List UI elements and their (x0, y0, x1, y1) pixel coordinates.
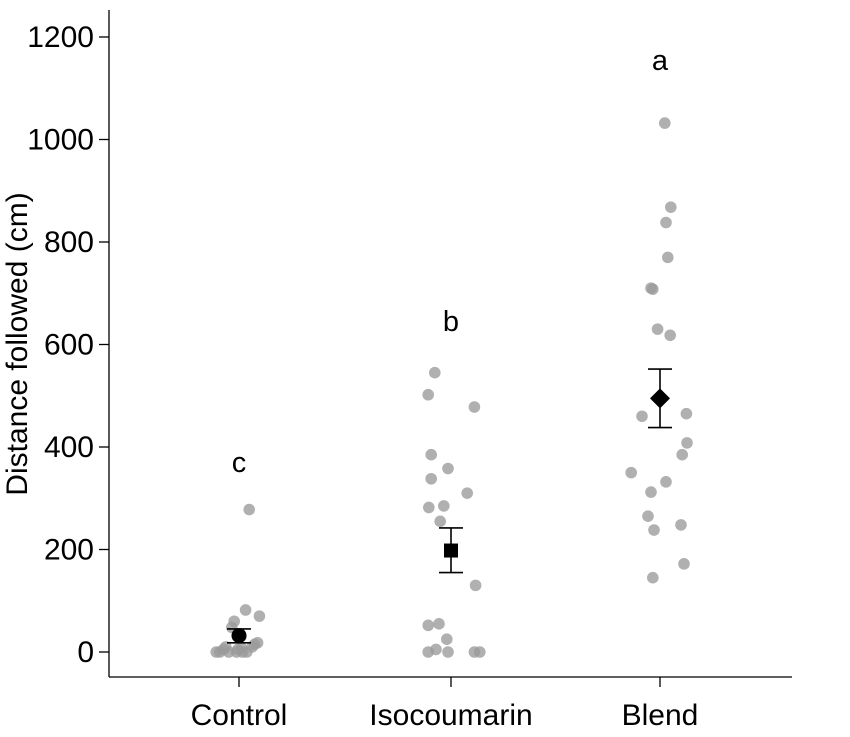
data-point (645, 486, 657, 498)
data-point (474, 646, 486, 658)
significance-letter: b (443, 306, 459, 338)
data-point (660, 216, 672, 229)
significance-letter: c (232, 447, 247, 479)
data-point (664, 329, 676, 342)
data-point (442, 462, 454, 475)
x-tick-label: Isocoumarin (369, 699, 532, 732)
y-tick-label: 800 (44, 226, 94, 259)
data-point (647, 283, 659, 295)
data-point (422, 619, 435, 632)
data-point (441, 633, 453, 645)
data-point (642, 510, 654, 522)
y-tick-label: 600 (44, 329, 94, 362)
y-tick-label: 1200 (27, 21, 94, 54)
y-tick-label: 400 (44, 431, 94, 464)
data-point (660, 476, 672, 488)
data-point (461, 487, 474, 499)
data-point (423, 501, 435, 514)
data-point (651, 323, 664, 335)
mean-marker (444, 543, 458, 558)
data-point (468, 401, 481, 413)
data-point (662, 251, 674, 264)
x-ticks: Control Isocoumarin Blend (191, 677, 699, 732)
data-point (681, 437, 693, 449)
data-point (433, 618, 445, 630)
data-point (243, 503, 255, 516)
y-ticks: 0 200 400 600 800 1000 1200 (27, 21, 109, 669)
data-point (251, 636, 264, 649)
significance-letter: a (652, 45, 669, 77)
data-point (665, 201, 677, 213)
data-point (676, 448, 688, 461)
data-point (239, 604, 252, 616)
x-tick-label: Control (191, 699, 288, 732)
y-tick-label: 1000 (27, 124, 94, 157)
significance-letters: c b a (232, 45, 669, 479)
data-point (469, 579, 482, 592)
y-tick-label: 0 (77, 636, 94, 669)
mean-marker (650, 388, 670, 409)
data-point (434, 515, 447, 528)
data-point (228, 615, 240, 628)
data-point (647, 571, 659, 584)
data-point (430, 643, 442, 656)
data-point (429, 366, 441, 379)
mean-error-bars (227, 368, 672, 644)
y-tick-label: 200 (44, 534, 94, 567)
data-point (636, 410, 648, 423)
data-point (659, 117, 671, 129)
data-point (648, 524, 660, 536)
data-point (442, 646, 454, 658)
y-axis-title: Distance followed (cm) (1, 192, 34, 495)
data-point (678, 558, 690, 570)
data-point (425, 472, 438, 485)
data-point (675, 519, 687, 531)
data-point (438, 500, 450, 512)
axes (108, 10, 792, 678)
data-point (425, 448, 438, 461)
data-points (210, 117, 693, 658)
data-point (422, 388, 435, 401)
data-point (253, 610, 266, 622)
data-point (625, 466, 637, 479)
x-tick-label: Blend (622, 699, 699, 732)
data-point (680, 407, 693, 420)
mean-marker (231, 628, 247, 644)
